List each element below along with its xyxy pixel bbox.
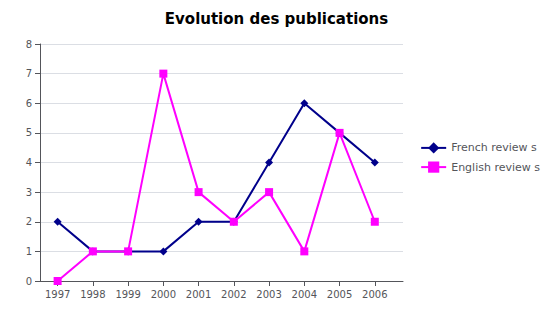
svg-text:1997: 1997: [45, 289, 70, 300]
svg-text:2: 2: [26, 216, 32, 227]
svg-text:1998: 1998: [80, 289, 105, 300]
svg-text:2006: 2006: [362, 289, 387, 300]
svg-text:2004: 2004: [292, 289, 317, 300]
svg-text:French review s: French review s: [451, 141, 537, 154]
svg-text:2000: 2000: [151, 289, 176, 300]
svg-text:1: 1: [26, 246, 32, 257]
svg-text:English review s: English review s: [451, 161, 540, 174]
svg-text:6: 6: [26, 98, 32, 109]
svg-text:3: 3: [26, 187, 32, 198]
svg-text:2001: 2001: [186, 289, 211, 300]
svg-text:2003: 2003: [256, 289, 281, 300]
svg-text:Evolution des publications: Evolution des publications: [165, 10, 388, 28]
svg-text:2005: 2005: [327, 289, 352, 300]
svg-text:1999: 1999: [115, 289, 140, 300]
svg-text:4: 4: [26, 157, 32, 168]
svg-text:2002: 2002: [221, 289, 246, 300]
svg-text:5: 5: [26, 127, 32, 138]
svg-text:8: 8: [26, 39, 32, 50]
svg-text:0: 0: [26, 276, 32, 287]
svg-text:7: 7: [26, 68, 32, 79]
